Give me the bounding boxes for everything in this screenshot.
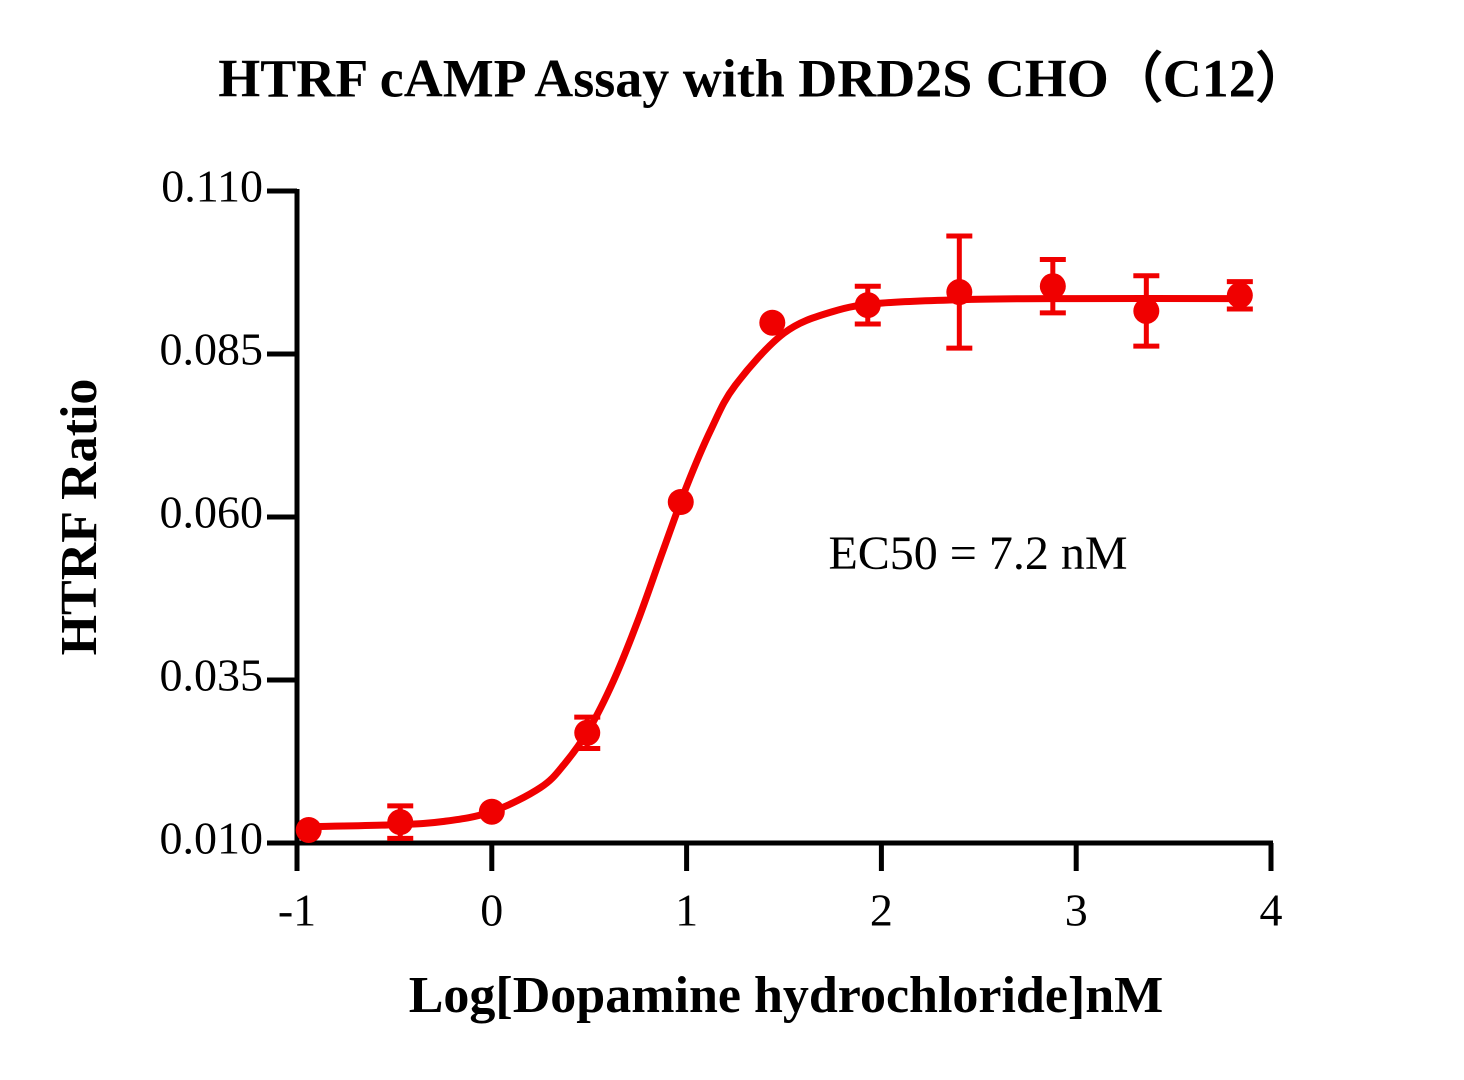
data-point: [1226, 282, 1253, 309]
chart-title: HTRF cAMP Assay with DRD2S CHO（C12）: [218, 48, 1310, 108]
data-point: [759, 309, 786, 336]
x-axis-title: Log[Dopamine hydrochloride]nM: [409, 967, 1164, 1024]
y-tick-label: 0.085: [160, 324, 264, 375]
data-point: [854, 292, 881, 319]
x-tick-label: 4: [1260, 885, 1283, 936]
y-tick-label: 0.060: [160, 487, 264, 538]
x-tick-label: 0: [480, 885, 503, 936]
data-point: [387, 809, 414, 836]
annotation: EC50 = 7.2 nM: [828, 527, 1127, 580]
y-axis-title: HTRF Ratio: [51, 379, 108, 656]
x-tick-label: 2: [870, 885, 893, 936]
data-point: [478, 798, 505, 825]
y-tick-label: 0.010: [160, 813, 264, 864]
data-point: [574, 719, 601, 746]
y-tick-label: 0.110: [161, 161, 263, 212]
y-tick-label: 0.035: [160, 650, 264, 701]
data-point: [1039, 273, 1066, 300]
data-point: [946, 279, 973, 306]
x-tick-label: 3: [1065, 885, 1088, 936]
x-tick-label: -1: [278, 885, 316, 936]
data-point: [295, 816, 322, 843]
data-point: [1133, 297, 1160, 324]
x-tick-label: 1: [675, 885, 698, 936]
data-point: [667, 489, 694, 516]
